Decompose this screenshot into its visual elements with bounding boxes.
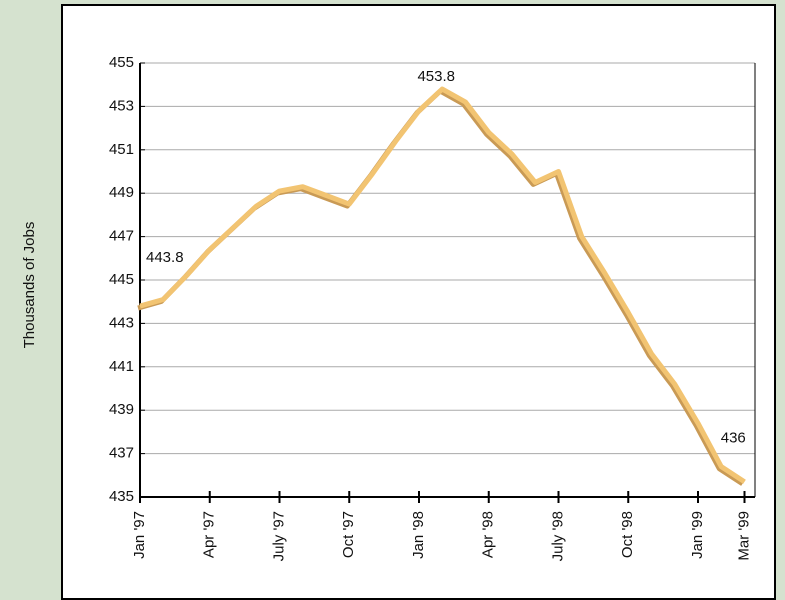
x-tick-label: Oct '98 xyxy=(619,511,636,558)
x-tick-label: Jan '98 xyxy=(410,511,427,559)
x-tick-label: July '98 xyxy=(549,511,566,561)
x-tick-label: Jan '97 xyxy=(131,511,148,559)
y-tick-label: 449 xyxy=(109,184,134,201)
y-tick-label: 447 xyxy=(109,228,134,245)
y-tick-label: 443 xyxy=(109,314,134,331)
y-tick-label: 435 xyxy=(109,488,134,505)
x-tick-label: Jan '99 xyxy=(689,511,706,559)
data-label: 436 xyxy=(721,430,746,447)
x-tick-label: Mar '99 xyxy=(735,511,752,561)
x-tick-label: Apr '98 xyxy=(480,511,497,558)
x-tick-label: July '97 xyxy=(270,511,287,561)
y-tick-label: 453 xyxy=(109,97,134,114)
y-tick-label: 439 xyxy=(109,401,134,418)
y-tick-label: 441 xyxy=(109,358,134,375)
y-axis-label: Thousands of Jobs xyxy=(21,222,38,349)
y-tick-label: 437 xyxy=(109,445,134,462)
x-tick-label: Apr '97 xyxy=(201,511,218,558)
data-label: 443.8 xyxy=(146,249,184,266)
y-tick-label: 451 xyxy=(109,141,134,158)
line xyxy=(139,86,746,484)
data-label: 453.8 xyxy=(417,68,455,85)
y-tick-label: 455 xyxy=(109,54,134,71)
y-tick-label: 445 xyxy=(109,271,134,288)
x-tick-label: Oct '97 xyxy=(340,511,357,558)
chart-panel xyxy=(61,4,776,600)
